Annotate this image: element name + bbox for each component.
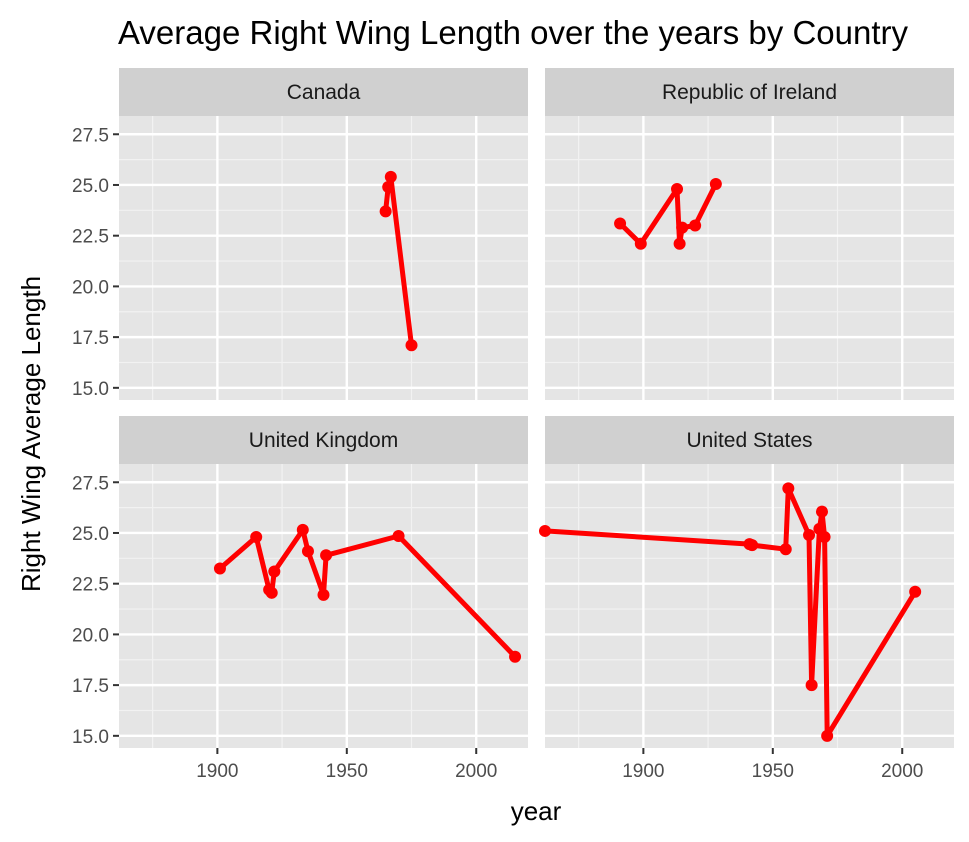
facet-panel: Republic of Ireland xyxy=(545,68,954,400)
data-point xyxy=(265,586,278,599)
facet-strip xyxy=(119,416,528,464)
data-point xyxy=(821,729,834,742)
facet-panel: United Kingdom 15.0 17.5 20.0 22.5 25.0 27.5 19… xyxy=(72,416,528,782)
x-axis-title: year xyxy=(511,796,562,826)
y-tick-label: 22.5 xyxy=(72,575,109,596)
data-point xyxy=(803,529,816,541)
data-point xyxy=(509,650,522,663)
data-point xyxy=(689,219,702,232)
panel-background xyxy=(545,464,954,748)
data-point xyxy=(250,531,263,544)
y-tick-label: 20.0 xyxy=(72,625,109,646)
y-tick-label: 15.0 xyxy=(72,379,109,400)
panel-background xyxy=(545,116,954,400)
data-point xyxy=(384,170,397,183)
data-point xyxy=(392,530,405,543)
y-tick-label: 27.5 xyxy=(72,473,109,494)
facet-panel: Canada 15.0 17.5 20.0 22.5 25.0 27.5 xyxy=(72,68,528,400)
x-tick-label: 2000 xyxy=(881,761,923,782)
data-point xyxy=(676,221,689,234)
y-axis-title: Right Wing Average Length xyxy=(16,276,46,592)
facet-strip xyxy=(545,416,954,464)
data-point xyxy=(614,217,627,230)
facet-panel: United States 1900 1950 2000 xyxy=(539,416,954,782)
data-point xyxy=(673,237,686,250)
x-tick-label: 1950 xyxy=(326,761,368,782)
facet-strip-label: Canada xyxy=(287,81,361,104)
y-tick-label: 20.0 xyxy=(72,277,109,298)
data-point xyxy=(317,588,330,601)
y-tick-label: 27.5 xyxy=(72,125,109,146)
data-point xyxy=(301,545,314,558)
y-tick-label: 25.0 xyxy=(72,524,109,545)
y-tick-label: 17.5 xyxy=(72,328,109,349)
data-point xyxy=(909,585,922,598)
facet-strip-label: United States xyxy=(686,429,812,452)
y-tick-label: 15.0 xyxy=(72,727,109,748)
y-tick-label: 25.0 xyxy=(72,176,109,197)
data-point xyxy=(539,524,551,537)
data-point xyxy=(782,482,795,495)
data-point xyxy=(746,539,759,552)
data-point xyxy=(671,183,684,196)
data-point xyxy=(815,505,828,518)
data-point xyxy=(379,205,392,218)
data-point xyxy=(405,339,418,352)
x-tick-label: 1900 xyxy=(622,761,664,782)
y-tick-label: 22.5 xyxy=(72,227,109,248)
data-point xyxy=(818,531,831,544)
data-point xyxy=(805,679,818,692)
panel-background xyxy=(119,116,528,400)
facet-strip xyxy=(545,68,954,116)
data-point xyxy=(268,565,281,578)
data-point xyxy=(296,523,309,536)
data-point xyxy=(634,237,647,250)
panel-background xyxy=(119,464,528,748)
data-point xyxy=(213,562,226,575)
x-tick-label: 1950 xyxy=(752,761,794,782)
data-point xyxy=(709,177,722,190)
data-point xyxy=(779,543,792,556)
x-tick-label: 2000 xyxy=(455,761,497,782)
data-point xyxy=(320,549,333,562)
data-point xyxy=(382,181,395,193)
x-tick-label: 1900 xyxy=(196,761,238,782)
facet-strip-label: Republic of Ireland xyxy=(662,81,837,104)
facet-strip xyxy=(119,68,528,116)
facet-strip-label: United Kingdom xyxy=(249,429,398,452)
facet-panels: Canada 15.0 17.5 20.0 22.5 25.0 27.5 Republic o… xyxy=(72,68,954,782)
chart-title: Average Right Wing Length over the years… xyxy=(118,14,908,51)
y-tick-label: 17.5 xyxy=(72,676,109,697)
